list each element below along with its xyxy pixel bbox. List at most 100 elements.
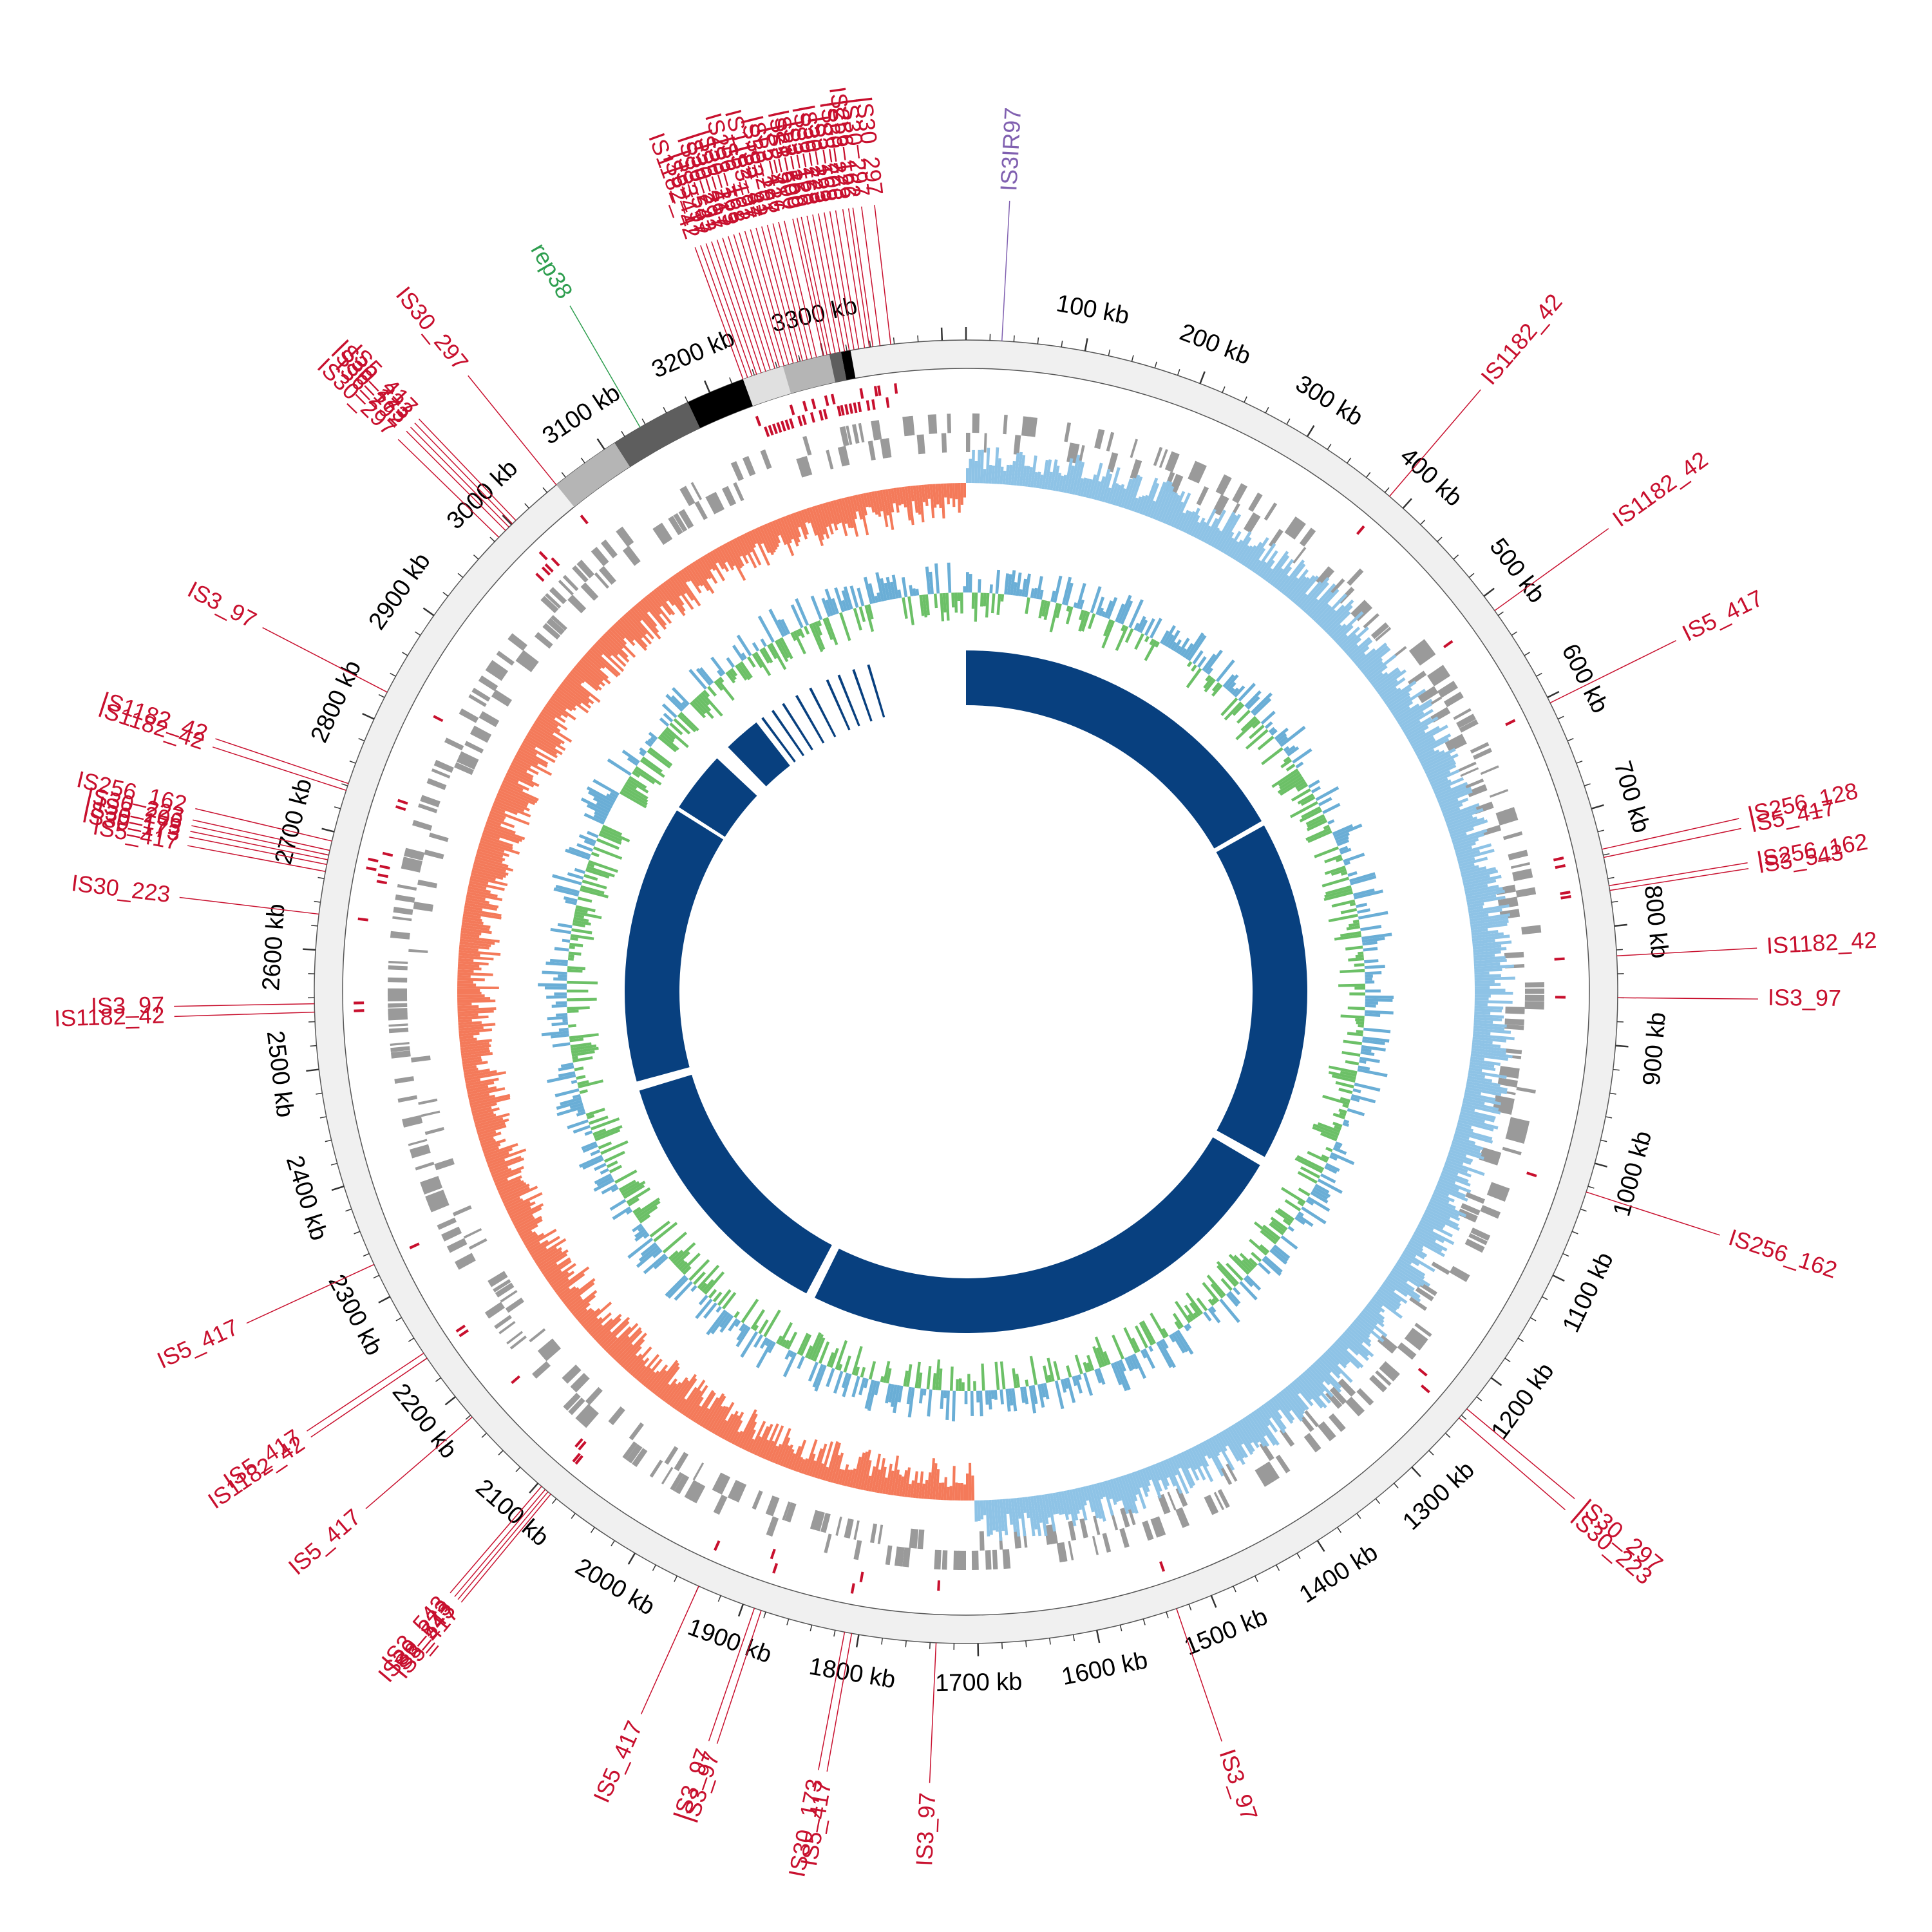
gc-skew-bar <box>1258 550 1278 577</box>
gc-skew-bar <box>1410 1236 1446 1258</box>
gc-content-bar <box>940 1390 944 1409</box>
gc-content-bar <box>1292 748 1312 764</box>
gc-content-bar <box>1115 625 1129 651</box>
gc-content-bar <box>662 1231 687 1254</box>
cds-block <box>942 1550 948 1570</box>
gc-skew-bar <box>1461 1106 1475 1112</box>
gc-content-bar <box>1142 1348 1155 1369</box>
cds-block <box>1512 868 1533 880</box>
gc-content-bar <box>1123 1327 1138 1354</box>
gc-skew-bar <box>1342 1332 1369 1357</box>
gc-content-bar <box>573 916 589 923</box>
gc-content-bar <box>1104 600 1113 618</box>
is-element-mark <box>535 573 545 582</box>
gc-skew-bar <box>1215 514 1238 550</box>
is-element-mark <box>859 388 864 399</box>
gc-content-bar <box>914 1361 921 1388</box>
cds-block <box>971 1550 979 1570</box>
cds-block <box>909 415 915 436</box>
gc-skew-bar <box>714 548 730 573</box>
gc-skew-bar <box>690 1405 702 1421</box>
contig-block <box>743 366 791 406</box>
gc-content-bar <box>1124 628 1134 643</box>
gc-content-bar <box>594 1162 607 1171</box>
gc-skew-bar <box>1210 530 1222 547</box>
gc-skew-bar <box>702 555 713 571</box>
gc-content-bar <box>1346 925 1361 931</box>
cds-block <box>727 1479 741 1501</box>
gc-skew-bar <box>1265 1401 1287 1430</box>
gc-content-bar <box>1150 618 1162 639</box>
gc-content-bar <box>1186 668 1202 688</box>
gc-skew-bar <box>949 483 952 498</box>
gc-content-bar <box>1363 1027 1391 1034</box>
gc-content-bar <box>1305 1198 1314 1206</box>
cds-block <box>455 1253 473 1265</box>
gc-content-bar <box>1361 936 1385 943</box>
gc-content-bar <box>1208 1307 1221 1323</box>
gc-skew-bar <box>495 797 525 812</box>
gc-skew-bar <box>833 500 842 524</box>
cds-block <box>388 1003 408 1008</box>
cds-block <box>1175 1507 1190 1528</box>
cds-block <box>478 711 500 728</box>
gc-content-bar <box>1365 995 1394 999</box>
gc-skew-bar <box>1473 950 1501 956</box>
gc-skew-bar <box>472 867 506 878</box>
gc-skew-bar <box>1474 989 1506 992</box>
cds-block <box>1408 639 1429 657</box>
gc-skew-bar <box>1468 1070 1507 1079</box>
gc-skew-bar <box>667 1377 688 1405</box>
cds-block <box>1193 463 1207 484</box>
gc-skew-bar <box>1280 1390 1304 1419</box>
is-element-mark <box>376 880 388 885</box>
gc-content-bar <box>1260 1229 1277 1245</box>
tick-line <box>1614 923 1627 927</box>
gc-skew-bar <box>558 686 582 705</box>
gc-content-bar <box>587 862 595 868</box>
cds-block <box>909 1528 919 1549</box>
gc-skew-bar <box>593 1313 622 1341</box>
tick-line <box>1233 1586 1236 1593</box>
cds-block <box>402 857 423 867</box>
gc-content-bar <box>714 680 724 691</box>
feature-leader-line <box>1609 862 1748 887</box>
gc-skew-bar <box>774 1428 791 1464</box>
gc-skew-bar <box>841 498 851 529</box>
cds-block <box>632 1448 648 1467</box>
gc-skew-bar <box>980 450 984 484</box>
gc-content-bar <box>995 569 1001 594</box>
feature-leader-line <box>414 422 513 524</box>
gc-skew-bar <box>549 697 567 711</box>
tick-line <box>1119 1625 1122 1632</box>
cds-block <box>1345 1396 1365 1417</box>
is-element-mark <box>544 563 554 573</box>
gc-content-bar <box>1075 583 1086 609</box>
gc-content-bar <box>564 896 578 903</box>
gc-content-bar <box>638 1244 659 1262</box>
gc-skew-bar <box>1312 1362 1342 1393</box>
gc-content-bar <box>1323 824 1330 830</box>
gc-content-bar <box>942 592 947 613</box>
cds-block <box>1409 1296 1428 1311</box>
gc-skew-bar <box>1473 956 1506 961</box>
gc-content-bar <box>648 732 658 741</box>
gc-skew-bar <box>991 1499 996 1531</box>
gc-skew-bar <box>1304 598 1319 614</box>
gc-skew-bar <box>512 759 539 775</box>
gc-content-bar <box>679 712 699 732</box>
gc-skew-bar <box>779 517 792 544</box>
gc-skew-bar <box>819 504 829 527</box>
gc-content-bar <box>1172 1312 1184 1329</box>
cds-block <box>972 413 980 433</box>
gc-content-bar <box>562 938 571 943</box>
gc-skew-bar <box>1063 1490 1072 1515</box>
gc-content-bar <box>659 717 670 727</box>
gc-content-bar <box>596 838 620 850</box>
cds-block <box>1461 1203 1481 1216</box>
tick-line <box>363 1253 370 1257</box>
gc-skew-bar <box>632 606 661 639</box>
cds-block <box>388 988 408 995</box>
gc-content-bar <box>688 1259 710 1282</box>
gc-content-bar <box>569 1037 584 1043</box>
